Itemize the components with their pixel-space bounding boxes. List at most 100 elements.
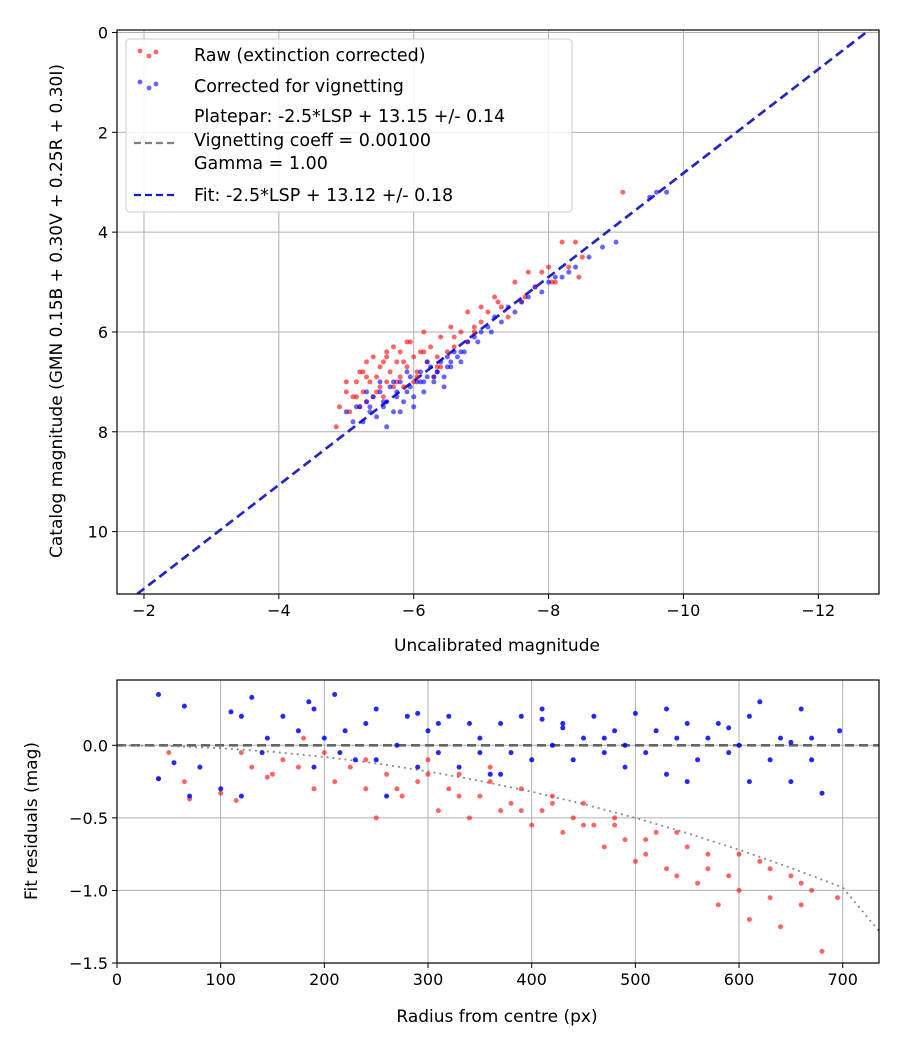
corrected-data-point bbox=[560, 725, 566, 731]
raw-data-point bbox=[301, 735, 307, 741]
x-tick-label: −2 bbox=[132, 601, 156, 620]
raw-data-point bbox=[451, 344, 457, 350]
raw-data-point bbox=[559, 239, 565, 245]
corrected-data-point bbox=[421, 389, 427, 395]
raw-data-point bbox=[632, 858, 638, 864]
corrected-data-point bbox=[746, 779, 752, 785]
y-tick-label: 4 bbox=[98, 223, 108, 242]
raw-data-point bbox=[421, 349, 427, 355]
raw-data-point bbox=[415, 779, 421, 785]
raw-data-point bbox=[485, 309, 491, 315]
raw-data-point bbox=[581, 800, 586, 806]
corrected-data-point bbox=[380, 404, 386, 410]
raw-data-point bbox=[360, 369, 366, 375]
corrected-data-point bbox=[477, 750, 483, 756]
corrected-data-point bbox=[373, 706, 379, 712]
corrected-data-point bbox=[218, 786, 224, 792]
raw-data-point bbox=[458, 329, 464, 335]
corrected-data-point bbox=[726, 725, 732, 731]
corrected-data-point bbox=[622, 742, 628, 748]
corrected-data-point bbox=[475, 339, 481, 345]
raw-data-point bbox=[487, 779, 493, 785]
raw-data-point bbox=[498, 304, 504, 310]
corrected-data-point bbox=[788, 779, 794, 785]
raw-data-point bbox=[401, 384, 407, 390]
corrected-data-point bbox=[434, 369, 440, 375]
raw-data-point bbox=[591, 822, 597, 828]
corrected-data-point bbox=[441, 374, 447, 380]
raw-data-point bbox=[746, 917, 752, 922]
raw-data-point bbox=[218, 790, 224, 796]
corrected-data-point bbox=[529, 757, 535, 763]
corrected-data-point bbox=[465, 339, 471, 345]
corrected-data-point bbox=[424, 359, 430, 365]
raw-data-point bbox=[798, 880, 804, 886]
raw-data-point bbox=[529, 822, 535, 828]
corrected-data-point bbox=[397, 379, 403, 385]
bottom-reference-lines bbox=[117, 743, 879, 932]
corrected-data-point bbox=[374, 414, 380, 420]
raw-data-point bbox=[391, 344, 396, 350]
legend-marker-raw bbox=[137, 48, 143, 54]
raw-data-point bbox=[451, 334, 457, 340]
corrected-data-point bbox=[441, 384, 447, 390]
corrected-data-point bbox=[415, 710, 421, 716]
corrected-data-point bbox=[726, 750, 732, 756]
corrected-data-point bbox=[156, 692, 161, 697]
raw-data-point bbox=[377, 384, 383, 390]
raw-data-point bbox=[549, 800, 555, 806]
corrected-data-point bbox=[171, 760, 177, 766]
legend-marker-corrected bbox=[153, 81, 159, 87]
corrected-data-point bbox=[367, 409, 373, 415]
corrected-data-point bbox=[586, 254, 592, 260]
raw-data-point bbox=[456, 793, 462, 799]
corrected-data-point bbox=[622, 764, 628, 770]
corrected-data-point bbox=[187, 793, 193, 799]
corrected-data-point bbox=[477, 735, 483, 741]
top-corrected-points bbox=[343, 189, 670, 430]
corrected-data-point bbox=[715, 721, 721, 726]
corrected-data-point bbox=[377, 389, 383, 395]
corrected-data-point bbox=[448, 359, 454, 365]
corrected-data-point bbox=[632, 710, 638, 716]
bottom-y-axis-label: Fit residuals (mag) bbox=[22, 742, 42, 900]
corrected-data-point bbox=[612, 728, 618, 734]
raw-data-point bbox=[492, 294, 498, 300]
raw-data-point bbox=[249, 764, 255, 770]
raw-data-point bbox=[612, 822, 618, 828]
y-tick-label: −1.5 bbox=[69, 954, 108, 973]
raw-data-point bbox=[539, 808, 545, 814]
corrected-data-point bbox=[249, 694, 255, 700]
corrected-data-point bbox=[674, 735, 680, 741]
raw-data-point bbox=[280, 757, 286, 763]
legend-entry-corrected: Corrected for vignetting bbox=[137, 77, 404, 97]
raw-data-point bbox=[581, 822, 586, 828]
raw-data-point bbox=[166, 750, 172, 756]
corrected-data-point bbox=[397, 409, 403, 415]
raw-data-point bbox=[767, 895, 773, 901]
corrected-data-point bbox=[539, 716, 545, 722]
corrected-data-point bbox=[411, 394, 417, 400]
raw-data-point bbox=[270, 771, 275, 777]
corrected-data-point bbox=[380, 399, 386, 405]
corrected-data-point bbox=[519, 299, 525, 305]
corrected-data-point bbox=[428, 364, 434, 370]
raw-data-point bbox=[674, 873, 680, 879]
corrected-data-point bbox=[404, 369, 410, 375]
raw-data-point bbox=[435, 808, 441, 814]
corrected-data-point bbox=[549, 742, 555, 748]
legend-marker-raw bbox=[153, 49, 159, 55]
bottom-x-axis-label: Radius from centre (px) bbox=[396, 1007, 597, 1027]
x-tick-label: 400 bbox=[516, 970, 547, 989]
raw-data-point bbox=[373, 815, 379, 821]
corrected-data-point bbox=[401, 399, 407, 405]
corrected-data-point bbox=[684, 721, 690, 726]
raw-data-point bbox=[233, 798, 239, 803]
corrected-data-point bbox=[809, 735, 815, 741]
corrected-data-point bbox=[394, 394, 400, 400]
legend-marker-corrected bbox=[137, 79, 143, 85]
raw-data-point bbox=[788, 873, 794, 879]
raw-data-point bbox=[448, 324, 454, 330]
raw-data-point bbox=[347, 764, 353, 770]
corrected-data-point bbox=[451, 349, 457, 355]
